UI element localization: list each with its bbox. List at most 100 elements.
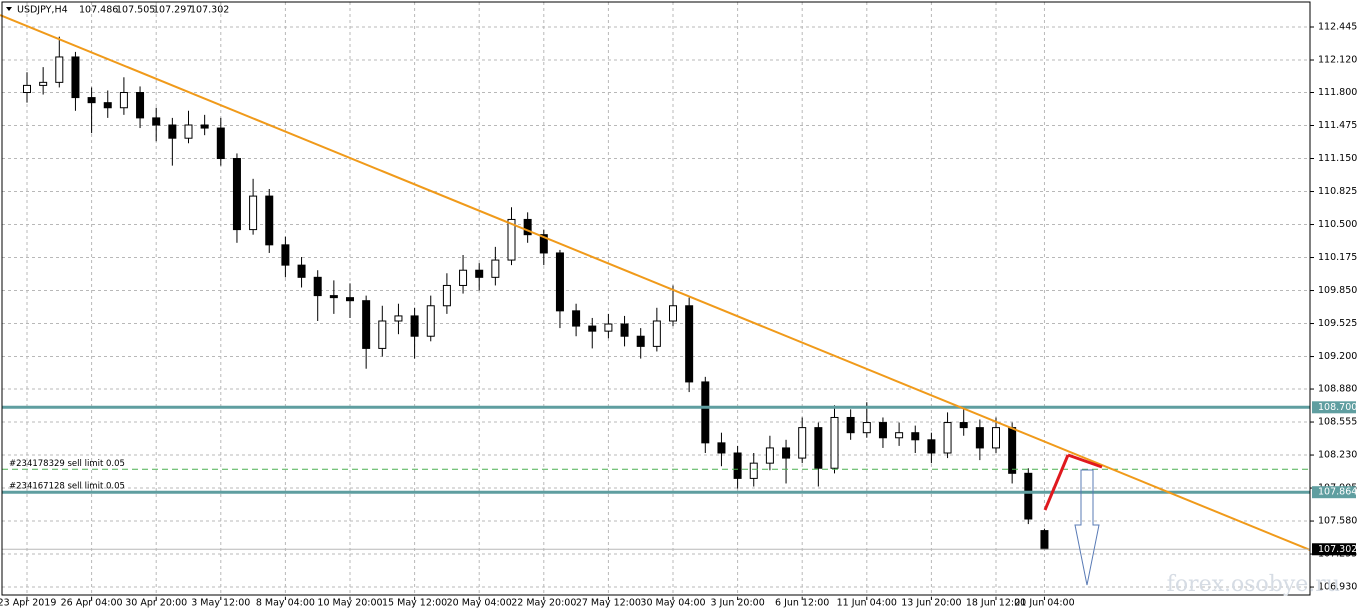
y-tick-label: 106.930 xyxy=(1318,582,1357,593)
x-tick-label: 10 May 20:00 xyxy=(317,598,382,609)
y-tick-label: 109.850 xyxy=(1318,285,1357,296)
candle-body xyxy=(846,416,855,434)
y-tick-label: 108.555 xyxy=(1318,417,1357,428)
x-tick-label: 21 Jun 04:00 xyxy=(1014,598,1074,609)
x-tick-label: 8 May 04:00 xyxy=(256,598,315,609)
candle-body xyxy=(1008,427,1017,474)
x-tick-label: 27 May 12:00 xyxy=(576,598,641,609)
ohlc-value: 107.486 xyxy=(79,5,118,16)
candle-body xyxy=(442,284,451,307)
candle-body xyxy=(426,305,435,337)
x-tick-label: 11 Jun 04:00 xyxy=(837,598,897,609)
x-tick-label: 23 Apr 2019 xyxy=(0,598,56,609)
candle-body xyxy=(394,315,403,322)
current-price-tag xyxy=(1312,543,1356,556)
candle-body xyxy=(281,244,290,266)
candle-body xyxy=(55,56,64,83)
y-tick-label: 109.525 xyxy=(1318,318,1357,329)
order-label: #234167128 sell limit 0.05 xyxy=(9,482,125,492)
level-tag xyxy=(1312,401,1356,414)
arrow-red-right xyxy=(1067,453,1103,469)
x-tick-label: 22 May 20:00 xyxy=(511,598,576,609)
candle-body xyxy=(765,447,774,464)
ohlc-value: 107.302 xyxy=(190,5,229,16)
candle-body xyxy=(975,427,984,449)
overlay: #234178329 sell limit 0.05 #234167128 sel… xyxy=(0,14,1357,556)
y-tick-label: 109.200 xyxy=(1318,351,1357,362)
candle-body xyxy=(878,422,887,439)
candle-body xyxy=(685,305,694,383)
candle-body xyxy=(265,195,274,246)
x-tick-label: 26 Apr 04:00 xyxy=(61,598,123,609)
candle-body xyxy=(669,305,677,322)
candle-body xyxy=(39,81,48,86)
trendline xyxy=(0,14,1311,551)
arrow-down xyxy=(1074,469,1100,586)
candle-body xyxy=(313,276,322,297)
y-tick-label: 111.150 xyxy=(1318,153,1357,164)
candle-body xyxy=(152,117,161,126)
candle-body xyxy=(507,218,516,261)
candle-body xyxy=(184,124,193,139)
x-tick-label: 30 Apr 20:00 xyxy=(125,598,187,609)
candle-body xyxy=(701,381,710,444)
candle-body xyxy=(249,195,258,231)
candle-body xyxy=(862,422,871,434)
y-tick-label: 112.445 xyxy=(1318,22,1357,33)
candle-body xyxy=(959,422,968,429)
order-label: #234178329 sell limit 0.05 xyxy=(9,459,125,469)
level-tag xyxy=(1312,486,1356,499)
candle-body xyxy=(1024,472,1033,520)
marks xyxy=(23,36,1049,550)
candle-body xyxy=(523,218,532,236)
y-tick-label: 108.880 xyxy=(1318,384,1357,395)
candle-body xyxy=(410,315,419,337)
candle-body xyxy=(103,102,112,109)
y-tick-label: 108.230 xyxy=(1318,450,1357,461)
candle-body xyxy=(555,252,564,312)
y-tick-label: 110.500 xyxy=(1318,219,1357,230)
candle-body xyxy=(798,427,807,459)
arrow-red-up xyxy=(1043,454,1070,511)
level-label: 108.700 xyxy=(1318,402,1357,413)
candle-body xyxy=(1040,530,1049,550)
candle-body xyxy=(475,269,484,278)
candle-body xyxy=(362,300,371,349)
x-tick-label: 15 May 12:00 xyxy=(382,598,447,609)
candle-body xyxy=(23,84,31,94)
level-label: 107.864 xyxy=(1318,487,1357,498)
candle-body xyxy=(232,158,241,231)
watermark: forex.osobye.ru xyxy=(1167,572,1340,597)
candle-body xyxy=(636,335,645,347)
candle-body xyxy=(136,92,145,119)
candle-body xyxy=(572,310,581,327)
candle-body xyxy=(329,295,338,299)
y-tick-label: 110.175 xyxy=(1318,252,1357,263)
current-price-label: 107.302 xyxy=(1318,544,1357,555)
candle-body xyxy=(216,127,225,160)
candle-body xyxy=(71,56,80,99)
chart-title: USDJPY,H4 xyxy=(17,5,68,16)
candle-body xyxy=(459,269,468,286)
x-tick-label: 20 May 04:00 xyxy=(447,598,512,609)
candle-body xyxy=(539,234,548,254)
candle-body xyxy=(346,297,354,302)
candle-body xyxy=(749,462,758,479)
candle-body xyxy=(297,264,306,278)
candle-body xyxy=(604,323,613,332)
ohlc-value: 107.505 xyxy=(116,5,155,16)
menu-triangle xyxy=(6,7,12,11)
candle-body xyxy=(830,416,839,469)
candle-body xyxy=(943,422,952,454)
candle-body xyxy=(588,325,597,332)
x-tick-label: 3 May 12:00 xyxy=(191,598,250,609)
y-tick-label: 107.580 xyxy=(1318,516,1357,527)
candle-body xyxy=(814,427,823,469)
candle-body xyxy=(119,92,128,109)
candle-body xyxy=(733,452,742,479)
y-tick-label: 111.800 xyxy=(1318,87,1357,98)
candle-body xyxy=(200,124,209,129)
candle-body xyxy=(87,97,96,104)
